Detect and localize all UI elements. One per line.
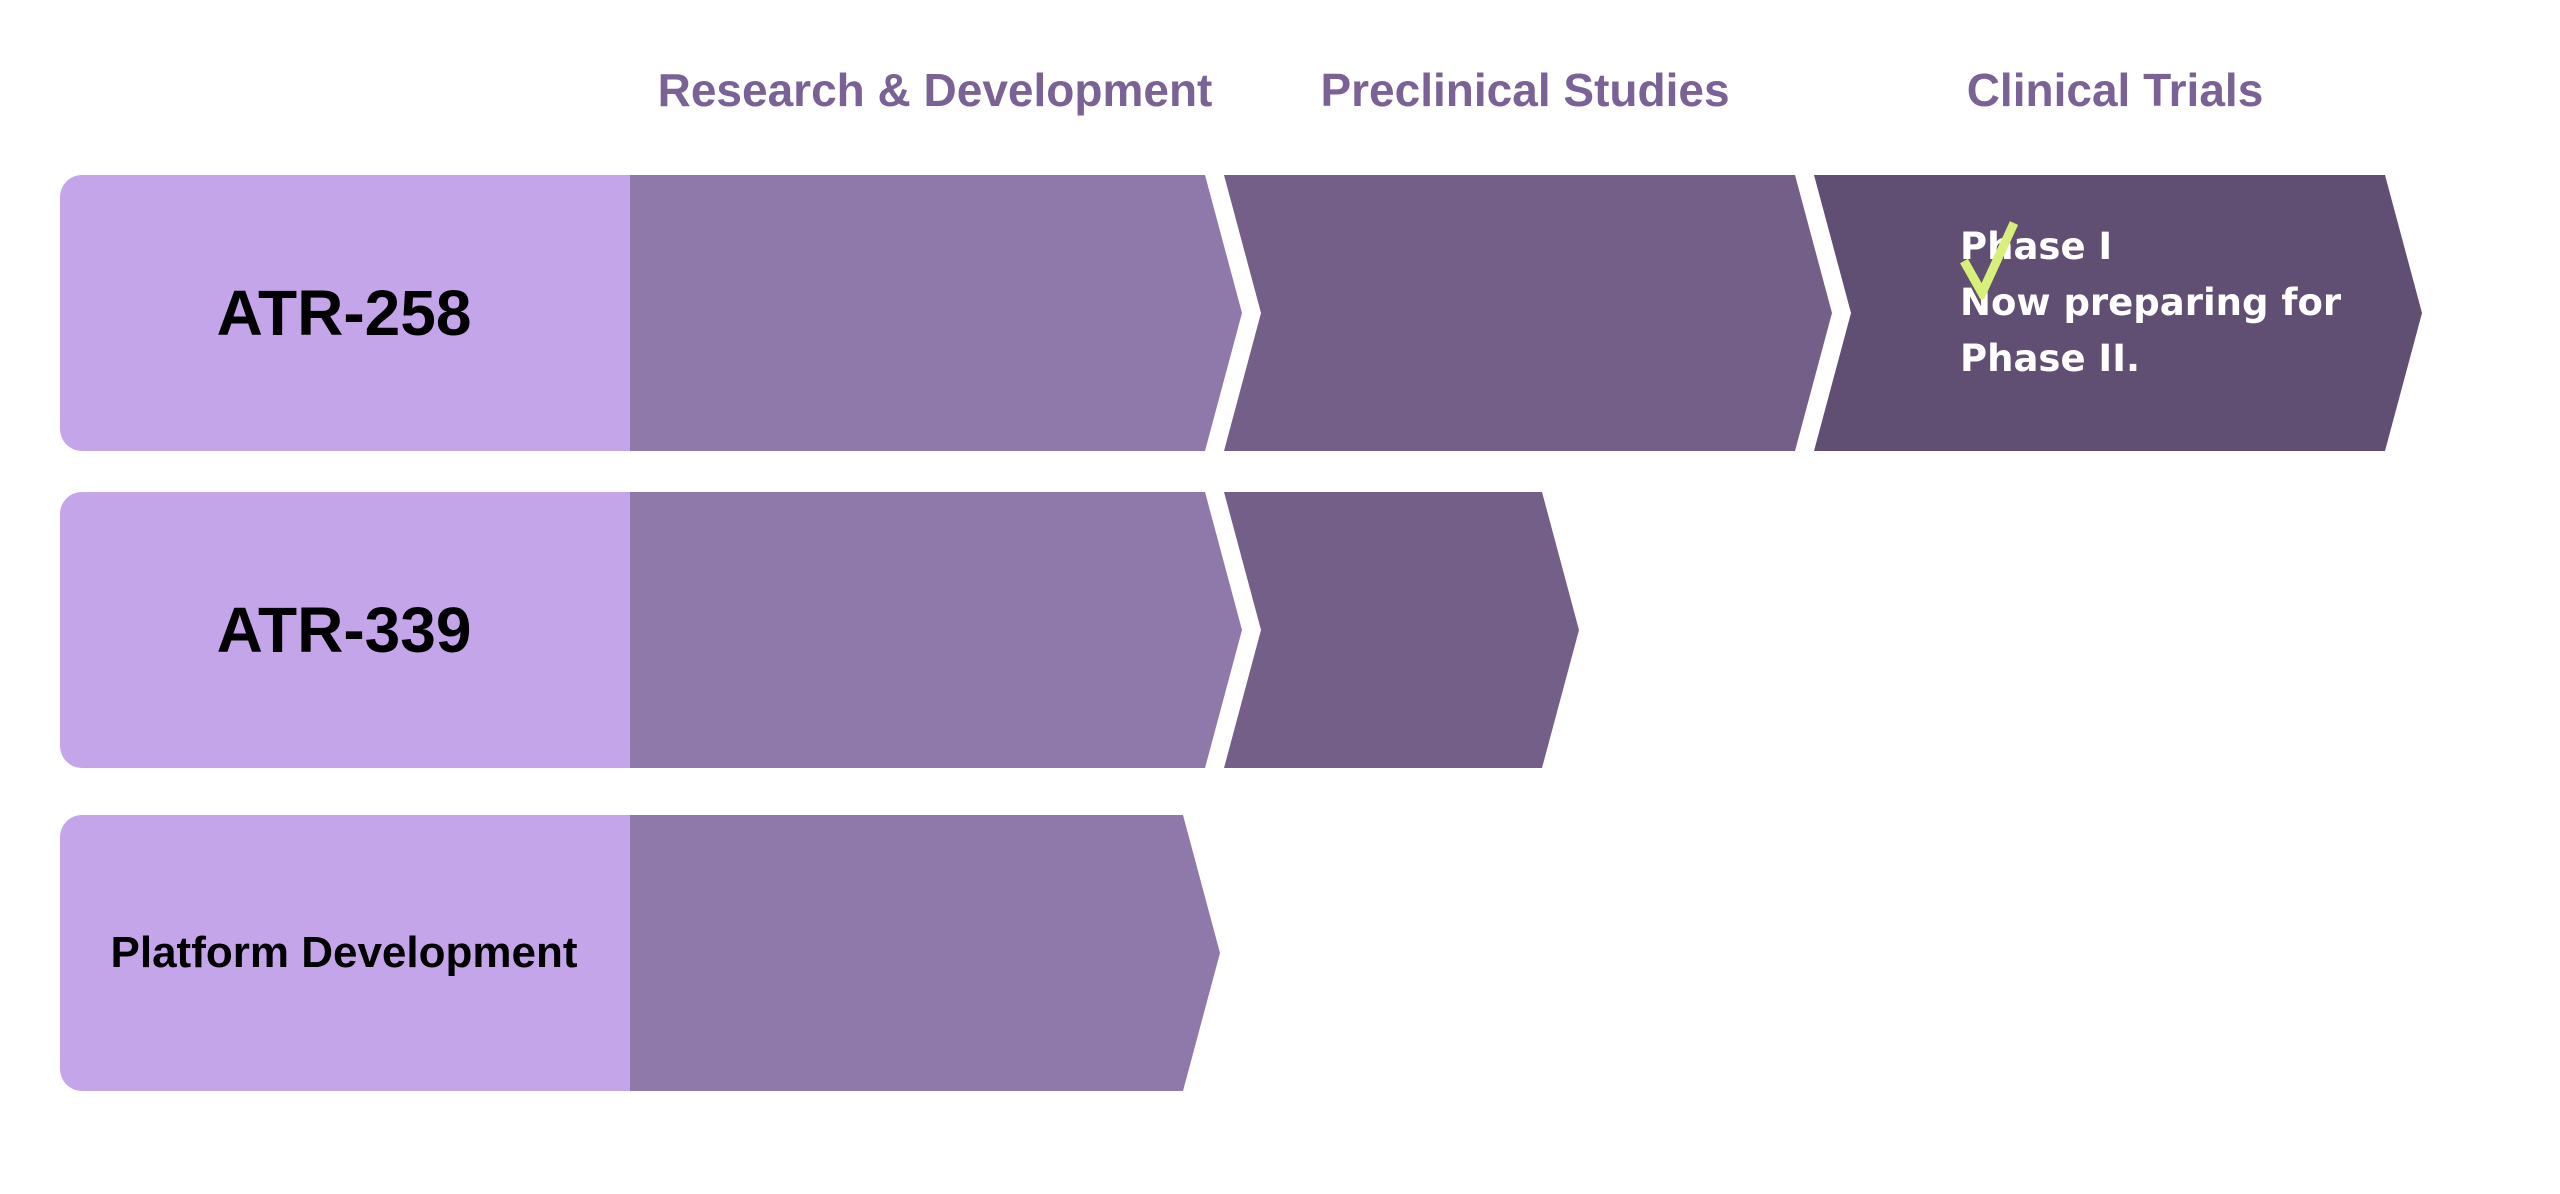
program-label-box (60, 492, 630, 768)
stage-research-arrow (630, 492, 1242, 768)
stage-clinical-arrow (1814, 175, 2422, 451)
stage-preclinical-arrow (1224, 492, 1579, 768)
stage-research-arrow (630, 815, 1220, 1091)
row-shapes (60, 492, 1579, 768)
row-shapes (60, 175, 2422, 451)
stage-preclinical-arrow (1224, 175, 1832, 451)
status-line-phase: Phase I (1960, 219, 2400, 299)
program-name: ATR-339 (216, 594, 472, 666)
program-name: ATR-258 (216, 277, 472, 349)
clinical-status-note: Phase I Now preparing for Phase II. (1960, 219, 2400, 387)
program-row-atr-339: ATR-339 (0, 492, 2560, 768)
program-row-platform: Platform Development (0, 815, 2560, 1091)
program-label-box (60, 815, 630, 1091)
program-row-atr-258: ATR-258 Phase I Now preparing for Phase … (0, 175, 2560, 451)
row-shapes (60, 815, 1220, 1091)
stage-research-arrow (630, 175, 1242, 451)
column-header-clinical: Clinical Trials (1966, 64, 2264, 116)
column-header-preclinical: Preclinical Studies (1320, 64, 1730, 116)
column-header-research: Research & Development (657, 64, 1213, 116)
status-line-phase-next: Phase II. (1960, 337, 2141, 380)
status-line-preparing: Now preparing for (1960, 281, 2342, 324)
program-name: Platform Development (110, 928, 578, 977)
program-label-box (60, 175, 630, 451)
